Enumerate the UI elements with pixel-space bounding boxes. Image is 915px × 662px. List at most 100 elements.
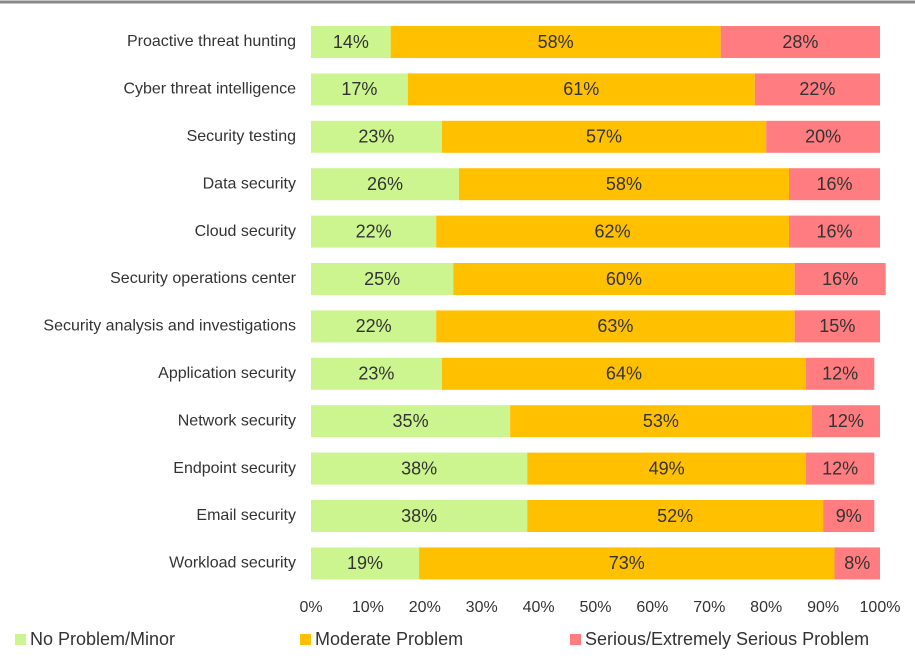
bar-segment (720, 26, 880, 58)
bar-segment (806, 357, 875, 390)
data-label: 49% (649, 458, 685, 478)
data-label: 16% (816, 174, 852, 194)
data-label: 22% (356, 221, 392, 241)
data-label: 16% (822, 269, 858, 289)
bar-segment (419, 547, 835, 580)
data-label: 22% (799, 79, 835, 99)
data-label: 28% (782, 32, 818, 52)
data-label: 26% (367, 174, 403, 194)
bar-segment (311, 26, 391, 58)
data-label: 22% (356, 316, 392, 336)
data-label: 15% (819, 316, 855, 336)
data-label: 17% (341, 79, 377, 99)
x-tick-label: 100% (860, 599, 901, 616)
category-label: Cyber threat intelligence (123, 81, 296, 98)
data-label: 63% (597, 316, 633, 336)
data-label: 60% (606, 269, 642, 289)
data-label: 57% (586, 127, 622, 147)
legend-label: Moderate Problem (315, 629, 463, 649)
data-label: 35% (393, 411, 429, 431)
bar-segment (311, 215, 437, 248)
category-label: Workload security (169, 555, 296, 572)
bar-segment (311, 168, 459, 201)
data-label: 25% (364, 269, 400, 289)
x-tick-label: 30% (466, 599, 498, 616)
bar-segment (436, 310, 795, 343)
data-label: 12% (822, 458, 858, 478)
data-label: 12% (822, 364, 858, 384)
category-label: Security analysis and investigations (43, 318, 296, 335)
bar-segment (311, 405, 511, 438)
category-label: Email security (196, 507, 296, 524)
data-label: 16% (816, 221, 852, 241)
category-label: Cloud security (195, 223, 296, 240)
bar-segment (788, 215, 880, 248)
bar-segment (794, 263, 886, 295)
bar-segment (311, 120, 442, 153)
bar-segment (311, 547, 420, 580)
bar-segment (766, 120, 880, 153)
bar-segment (458, 168, 789, 201)
bar-segment (823, 500, 875, 532)
bar-segment (806, 452, 875, 485)
data-label: 73% (609, 553, 645, 573)
bar-segment (390, 26, 721, 58)
data-label: 23% (358, 364, 394, 384)
x-tick-label: 90% (807, 599, 839, 616)
category-label: Data security (203, 175, 296, 192)
data-label: 14% (333, 32, 369, 52)
bar-segment (453, 263, 795, 295)
data-label: 58% (606, 174, 642, 194)
bar-segment (788, 168, 880, 201)
x-tick-label: 70% (693, 599, 725, 616)
bar-segment (527, 500, 824, 532)
data-label: 38% (401, 506, 437, 526)
category-label: Security operations center (110, 270, 297, 287)
data-label: 58% (538, 32, 574, 52)
data-label: 52% (657, 506, 693, 526)
legend-label: Serious/Extremely Serious Problem (585, 629, 869, 649)
data-label: 53% (643, 411, 679, 431)
x-tick-label: 50% (579, 599, 611, 616)
bar-segment (311, 500, 528, 532)
data-label: 64% (606, 364, 642, 384)
legend-label: No Problem/Minor (30, 629, 175, 649)
data-label: 61% (563, 79, 599, 99)
data-label: 12% (828, 411, 864, 431)
bar-segment (311, 452, 528, 485)
data-label: 23% (358, 127, 394, 147)
bar-segment (311, 263, 454, 295)
data-label: 62% (595, 221, 631, 241)
data-label: 19% (347, 553, 383, 573)
legend-swatch (300, 634, 311, 645)
category-label: Proactive threat hunting (127, 33, 296, 50)
bar-segment (436, 215, 789, 248)
bar-segment (441, 120, 767, 153)
x-tick-label: 60% (636, 599, 668, 616)
data-label: 9% (836, 506, 862, 526)
bar-segment (527, 452, 807, 485)
bar-segment (441, 357, 807, 390)
x-tick-label: 40% (523, 599, 555, 616)
bar-segment (311, 73, 408, 106)
x-tick-label: 10% (352, 599, 384, 616)
bar-segment (754, 73, 880, 106)
data-label: 20% (805, 127, 841, 147)
x-tick-label: 0% (299, 599, 322, 616)
bar-segment (311, 310, 437, 343)
data-label: 8% (844, 553, 870, 573)
category-label: Application security (158, 365, 296, 382)
bar-segment (407, 73, 755, 106)
bar-segment (794, 310, 880, 343)
bar-segment (510, 405, 812, 438)
category-label: Network security (178, 412, 296, 429)
legend-swatch (570, 634, 581, 645)
category-label: Endpoint security (173, 460, 296, 477)
x-tick-label: 80% (750, 599, 782, 616)
bar-segment (811, 405, 880, 438)
data-label: 38% (401, 458, 437, 478)
bar-segment (311, 357, 442, 390)
category-label: Security testing (187, 128, 296, 145)
x-tick-label: 20% (409, 599, 441, 616)
